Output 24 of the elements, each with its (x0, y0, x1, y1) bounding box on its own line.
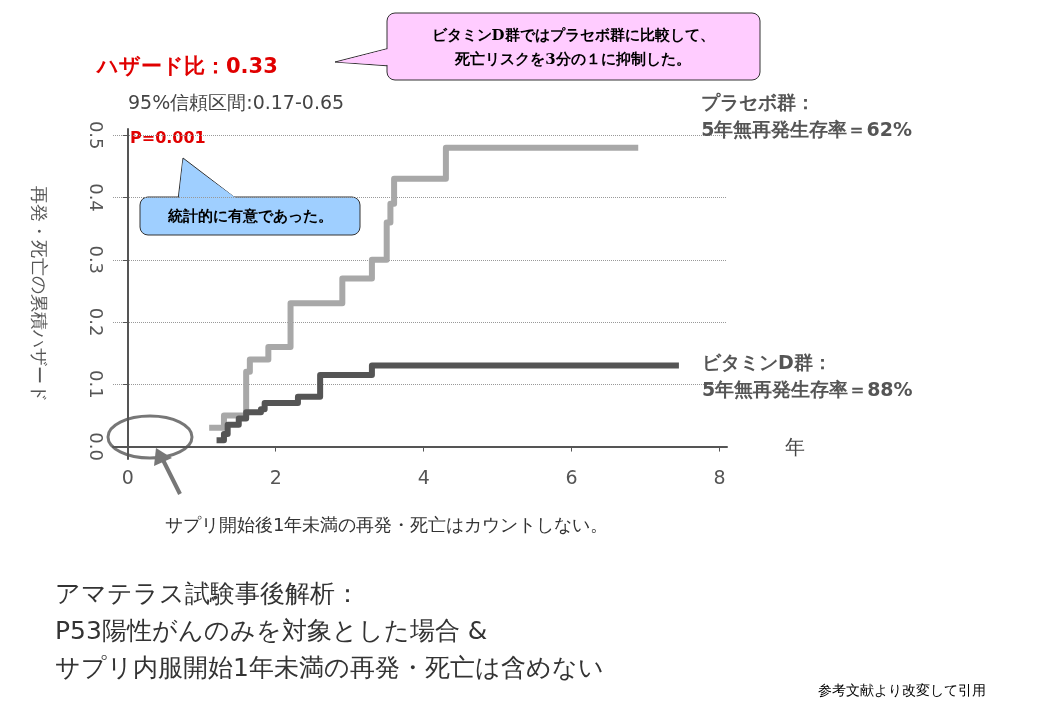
x-tick-label: 2 (269, 465, 282, 488)
y-tick-label: 0.1 (85, 369, 107, 399)
text: 95%信頼区間:0.17-0.65 (128, 90, 345, 113)
text: 死亡リスクを3分の１に抑制した。 (454, 50, 691, 68)
x-tick-label: 4 (417, 465, 430, 488)
x-tick-label: 6 (565, 465, 578, 488)
x-tick-label: 8 (713, 465, 726, 488)
text: サプリ開始後1年未満の再発・死亡はカウントしない。 (165, 513, 609, 535)
annotation: 統計的に有意であった。 (166, 207, 333, 225)
y-tick-label: 0.3 (85, 245, 107, 275)
text: ビタミンD群ではプラセボ群に比較して、 (431, 26, 715, 44)
series-label: ビタミンD群： 5年無再発生存率＝88% (701, 351, 913, 401)
text: アマテラス試験事後解析： P53陽性がんのみを対象とした場合 & サプリ内服開始1年未満の再発・死亡は含めない (55, 579, 604, 682)
y-axis-title: 再発・死亡の累積ハザード (28, 186, 50, 402)
x-axis-title: 年 (785, 434, 805, 459)
y-tick-label: 0.4 (85, 183, 107, 212)
annotation: P=0.001 (130, 127, 206, 147)
text: プラセボ群： 5年無再発生存率＝62% (701, 91, 912, 141)
text: ハザード比：0.33 (95, 53, 278, 78)
x-tick-label: 0 (121, 465, 134, 488)
text: 参考文献より改変して引用 (818, 682, 986, 698)
y-tick-label: 0.5 (85, 120, 107, 150)
y-tick-label: 0.2 (85, 307, 107, 337)
y-tick-label: 0.0 (85, 432, 107, 461)
